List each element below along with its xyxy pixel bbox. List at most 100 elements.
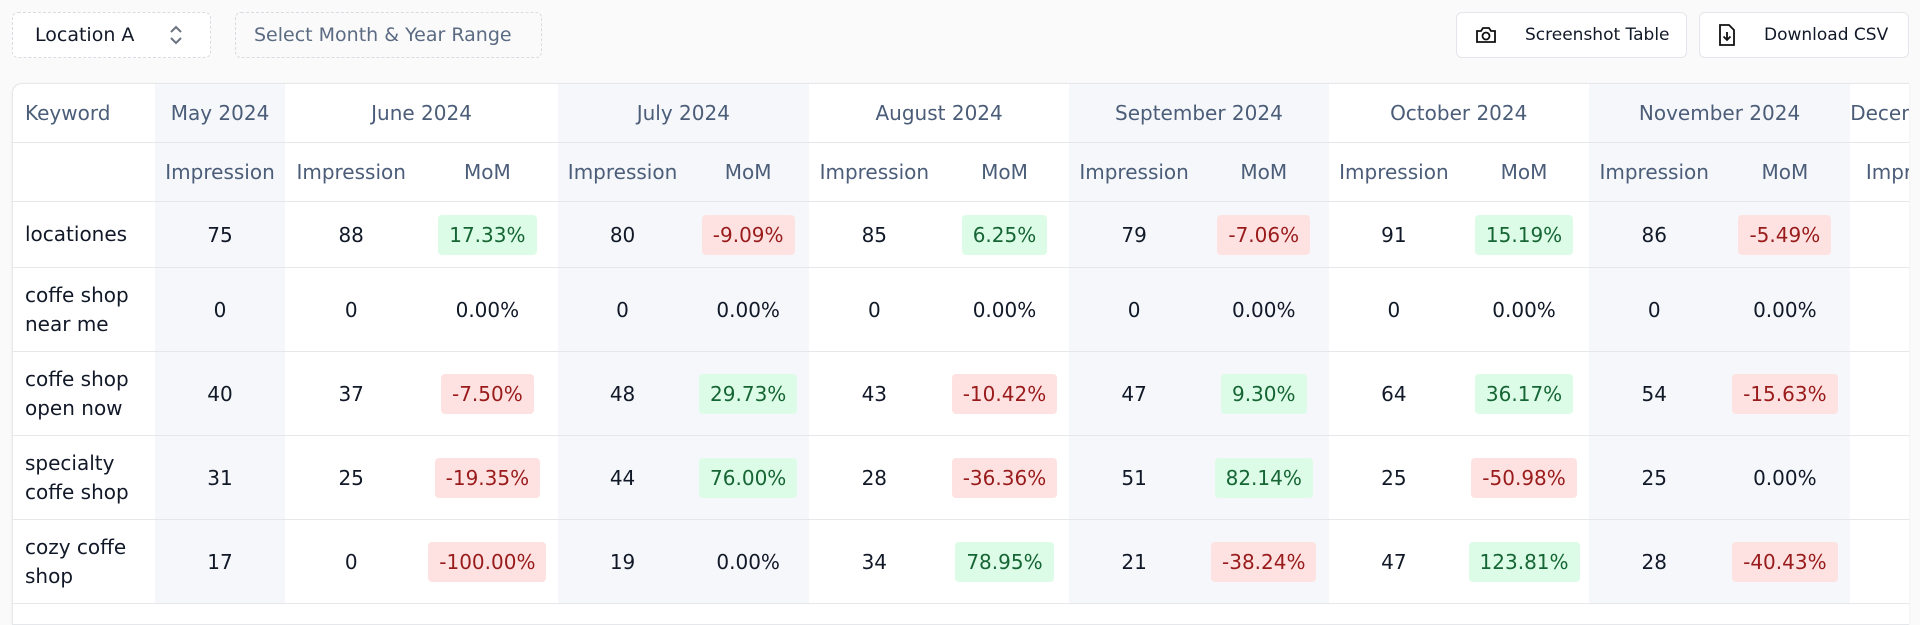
mom-cell: 76.00% [687, 435, 809, 520]
impression-cell: 48 [557, 351, 688, 436]
mom-badge: -40.43% [1732, 541, 1838, 582]
table: Keyword May 2024 June 2024 July 2024 August … [13, 84, 1909, 604]
month-header: December 2024 [1850, 84, 1909, 143]
column-header: Impression [285, 142, 418, 202]
column-header: Impression [1069, 142, 1199, 202]
impression-cell: 0 [285, 267, 418, 352]
keyword-cell: coffe shop open now [13, 351, 155, 436]
column-header: Impression [557, 142, 688, 202]
mom-cell: 0.00% [687, 519, 809, 604]
mom-badge: 0.00% [455, 297, 520, 322]
mom-badge: -5.49% [1738, 214, 1832, 255]
camera-icon [1476, 27, 1496, 43]
month-header: September 2024 [1069, 84, 1329, 143]
mom-cell: -36.36% [939, 435, 1070, 520]
mom-cell: -10.42% [939, 351, 1070, 436]
mom-badge: 123.81% [1468, 541, 1580, 582]
keyword-cell: coffe shop near me [13, 267, 155, 352]
button-label: Download CSV [1764, 25, 1889, 45]
impression-cell: 0 [285, 519, 418, 604]
keyword-header: Keyword [13, 84, 155, 143]
impression-cell: 17 [154, 519, 286, 604]
column-header: MoM [1198, 142, 1329, 202]
impression-cell: 89 [1850, 201, 1909, 268]
impression-cell: 75 [154, 201, 286, 268]
table-row: cozy coffe shop 17 0 -100.00% 19 0.00% 34 78.95… [13, 519, 1909, 604]
impression-cell: 91 [1328, 201, 1460, 268]
mom-cell: -38.24% [1198, 519, 1329, 604]
mom-badge: 36.17% [1474, 373, 1574, 414]
mom-cell: 0.00% [417, 267, 558, 352]
mom-cell: 0.00% [687, 267, 809, 352]
header-row: Keyword May 2024 June 2024 July 2024 August … [13, 84, 1909, 143]
mom-cell: -100.00% [417, 519, 558, 604]
mom-badge: -50.98% [1471, 457, 1577, 498]
date-range-placeholder: Select Month & Year Range [254, 24, 512, 46]
impression-cell: 75 [1850, 267, 1909, 352]
mom-cell: -7.06% [1198, 201, 1329, 268]
impression-cell: 37 [285, 351, 418, 436]
mom-badge: 78.95% [955, 541, 1054, 582]
chevron-icon [170, 25, 182, 45]
mom-cell: 15.19% [1459, 201, 1589, 268]
impression-cell: 88 [285, 201, 418, 268]
download-button[interactable]: Download CSV [1699, 12, 1909, 58]
mom-badge: -100.00% [428, 541, 547, 582]
mom-badge: 17.33% [438, 214, 537, 255]
column-header: Impression [1850, 142, 1909, 202]
column-header: MoM [939, 142, 1070, 202]
keyword-cell: specialty coffe shop [13, 435, 155, 520]
mom-cell: -5.49% [1719, 201, 1851, 268]
subheader-row: Impression Impression MoM Impression MoM Impr… [13, 142, 1909, 202]
mom-cell: -50.98% [1459, 435, 1589, 520]
column-header: MoM [417, 142, 558, 202]
impression-cell: 28 [808, 435, 940, 520]
mom-cell: 6.25% [939, 201, 1070, 268]
impression-cell: 40 [154, 351, 286, 436]
screenshot-button[interactable]: Screenshot Table [1456, 12, 1687, 58]
mom-badge: 76.00% [699, 457, 798, 498]
table-row: coffe shop open now 40 37 -7.50% 48 29.73% 43-… [13, 351, 1909, 436]
mom-badge: 0.00% [1753, 465, 1817, 490]
impression-cell: 47 [1069, 351, 1199, 436]
mom-cell: 9.30% [1198, 351, 1329, 436]
column-header: MoM [1459, 142, 1589, 202]
date-range[interactable]: Select Month & Year Range [235, 12, 542, 58]
file-icon [1719, 24, 1735, 46]
impression-cell: 0 [1328, 267, 1460, 352]
mom-badge: 29.73% [699, 373, 798, 414]
column-header: MoM [1719, 142, 1851, 202]
mom-cell: 36.17% [1459, 351, 1589, 436]
column-header: Impression [1588, 142, 1720, 202]
impression-cell: 0 [1069, 267, 1199, 352]
mom-cell: 0.00% [1719, 267, 1851, 352]
mom-cell: 82.14% [1198, 435, 1329, 520]
month-header: May 2024 [154, 84, 286, 143]
mom-badge: -15.63% [1732, 373, 1838, 414]
mom-cell: 0.00% [1198, 267, 1329, 352]
mom-cell: 78.95% [939, 519, 1070, 604]
empty-header [13, 142, 155, 202]
mom-badge: -36.36% [951, 457, 1058, 498]
keyword-cell: locationes [13, 201, 155, 268]
location-select[interactable]: Location A [12, 12, 211, 58]
impression-cell: 85 [808, 201, 940, 268]
impression-cell: 54 [1588, 351, 1720, 436]
impression-cell: 25 [1588, 435, 1720, 520]
mom-badge: 15.19% [1474, 214, 1574, 255]
impression-cell: 43 [808, 351, 940, 436]
impression-cell: 44 [557, 435, 688, 520]
mom-cell: 29.73% [687, 351, 809, 436]
month-header: November 2024 [1588, 84, 1851, 143]
mom-badge: 82.14% [1214, 457, 1313, 498]
mom-cell: -40.43% [1719, 519, 1851, 604]
mom-badge: 0.00% [716, 549, 780, 574]
mom-badge: -7.06% [1217, 214, 1311, 255]
impression-cell: 21 [1069, 519, 1199, 604]
impression-cell: 25 [285, 435, 418, 520]
mom-badge: -7.50% [440, 373, 534, 414]
mom-badge: 0.00% [716, 297, 780, 322]
impression-cell: 51 [1069, 435, 1199, 520]
keyword-cell: cozy coffe shop [13, 519, 155, 604]
column-header: MoM [687, 142, 809, 202]
